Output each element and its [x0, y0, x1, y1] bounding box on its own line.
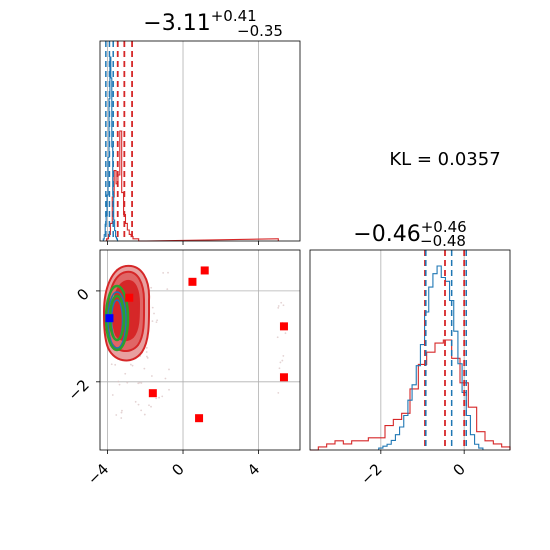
- sample-dot: [120, 411, 123, 414]
- sample-dot: [115, 414, 118, 416]
- sample-dot: [148, 404, 150, 407]
- sample-dot: [121, 409, 123, 412]
- histogram-x-background: [100, 41, 300, 241]
- histogram-y-title-sub: −0.48: [420, 232, 466, 250]
- sample-dot: [168, 388, 170, 391]
- sample-dot: [281, 359, 284, 362]
- sample-dot: [150, 286, 153, 289]
- scatter-2d-panel: −4 0 4 0 −2: [64, 249, 301, 488]
- sample-dot: [110, 363, 113, 366]
- tick-label-x: 0: [168, 460, 187, 479]
- histogram-x-quantiles: [105, 41, 133, 241]
- histogram-x-frame: [99, 40, 301, 242]
- sample-dot: [140, 382, 143, 384]
- red-square-marker: [195, 414, 204, 423]
- sample-dot: [111, 394, 114, 396]
- sample-dot: [137, 403, 140, 406]
- tick-label-x: 4: [244, 460, 263, 479]
- scatter-contours: [102, 264, 151, 362]
- red-square-marker: [148, 389, 157, 398]
- sample-dot: [118, 383, 121, 386]
- sample-dot: [145, 351, 148, 353]
- sample-dot: [161, 395, 164, 398]
- histogram-y-title-sup: +0.46: [421, 218, 467, 236]
- sample-dot: [117, 380, 120, 383]
- sample-dot: [279, 361, 282, 364]
- sample-dot: [282, 355, 285, 357]
- sample-dot: [145, 346, 148, 349]
- tick-label-x: −4: [84, 460, 112, 488]
- sample-dot: [137, 382, 140, 385]
- histogram-x-panel: −3.11+0.41 −0.35: [99, 7, 301, 245]
- sample-dot: [120, 417, 123, 419]
- sample-dot: [138, 381, 141, 384]
- sample-dot: [129, 363, 132, 366]
- sample-dot: [155, 397, 158, 400]
- sample-dot: [153, 312, 155, 315]
- sample-dot: [158, 396, 160, 399]
- histogram-y-ticks: −2 0: [357, 450, 469, 488]
- histogram-y-title-main: −0.46: [353, 222, 420, 247]
- sample-dot: [162, 272, 165, 274]
- scatter-frame: [99, 249, 301, 451]
- sample-dot: [131, 364, 134, 367]
- sample-dot: [280, 301, 283, 304]
- sample-dot: [167, 271, 169, 274]
- sample-dot: [134, 400, 137, 403]
- tick-label-y: −2: [64, 376, 92, 404]
- sample-dot: [156, 319, 159, 322]
- red-square-marker: [279, 322, 288, 331]
- red-square-marker: [188, 277, 197, 286]
- sample-dot: [277, 305, 280, 307]
- sample-dot: [143, 367, 146, 370]
- histogram-y-panel: −2 0 −0.46+0.46 −0.48: [309, 218, 511, 488]
- sample-dot: [168, 368, 170, 371]
- histogram-x-ticks: [107, 241, 259, 245]
- histogram-y-background: [310, 250, 510, 450]
- sample-dot: [278, 367, 281, 370]
- sample-dot: [164, 377, 167, 380]
- sample-dot: [277, 306, 280, 309]
- sample-dot: [126, 381, 129, 384]
- sample-dot: [276, 336, 279, 339]
- tick-label-x: −2: [357, 460, 385, 488]
- sample-dot: [277, 391, 280, 394]
- sample-dot: [143, 413, 146, 416]
- sample-dot: [155, 321, 158, 324]
- sample-dot: [140, 409, 143, 412]
- histogram-x-title-sup: +0.41: [211, 7, 257, 25]
- sample-dot: [146, 357, 149, 359]
- histogram-red-series: [310, 339, 511, 451]
- histogram-y-quantiles: [424, 250, 467, 450]
- sample-dot: [150, 375, 153, 377]
- sample-dot: [150, 405, 152, 408]
- tick-label-x: 0: [450, 460, 469, 479]
- scatter-markers: [105, 266, 288, 423]
- histogram-x-title-sub: −0.35: [237, 22, 283, 40]
- red-square-marker: [125, 293, 134, 302]
- red-square-marker: [279, 373, 288, 382]
- sample-dot: [124, 372, 127, 375]
- sample-dot: [151, 306, 154, 309]
- blue-square-marker: [105, 314, 114, 323]
- histogram-y-title: −0.46+0.46: [353, 218, 466, 247]
- kl-divergence-label: KL = 0.0357: [389, 149, 500, 170]
- sample-dot: [166, 288, 169, 291]
- sample-dot: [114, 363, 117, 366]
- tick-label-y: 0: [73, 285, 92, 304]
- histogram-x-title: −3.11+0.41: [143, 7, 256, 36]
- sample-dot: [151, 320, 154, 323]
- histogram-x-title-main: −3.11: [143, 11, 210, 36]
- sample-dot: [282, 304, 285, 307]
- histogram-y-frame: [309, 249, 511, 451]
- red-square-marker: [200, 266, 209, 275]
- sample-dot: [284, 332, 287, 335]
- sample-dot: [146, 355, 148, 358]
